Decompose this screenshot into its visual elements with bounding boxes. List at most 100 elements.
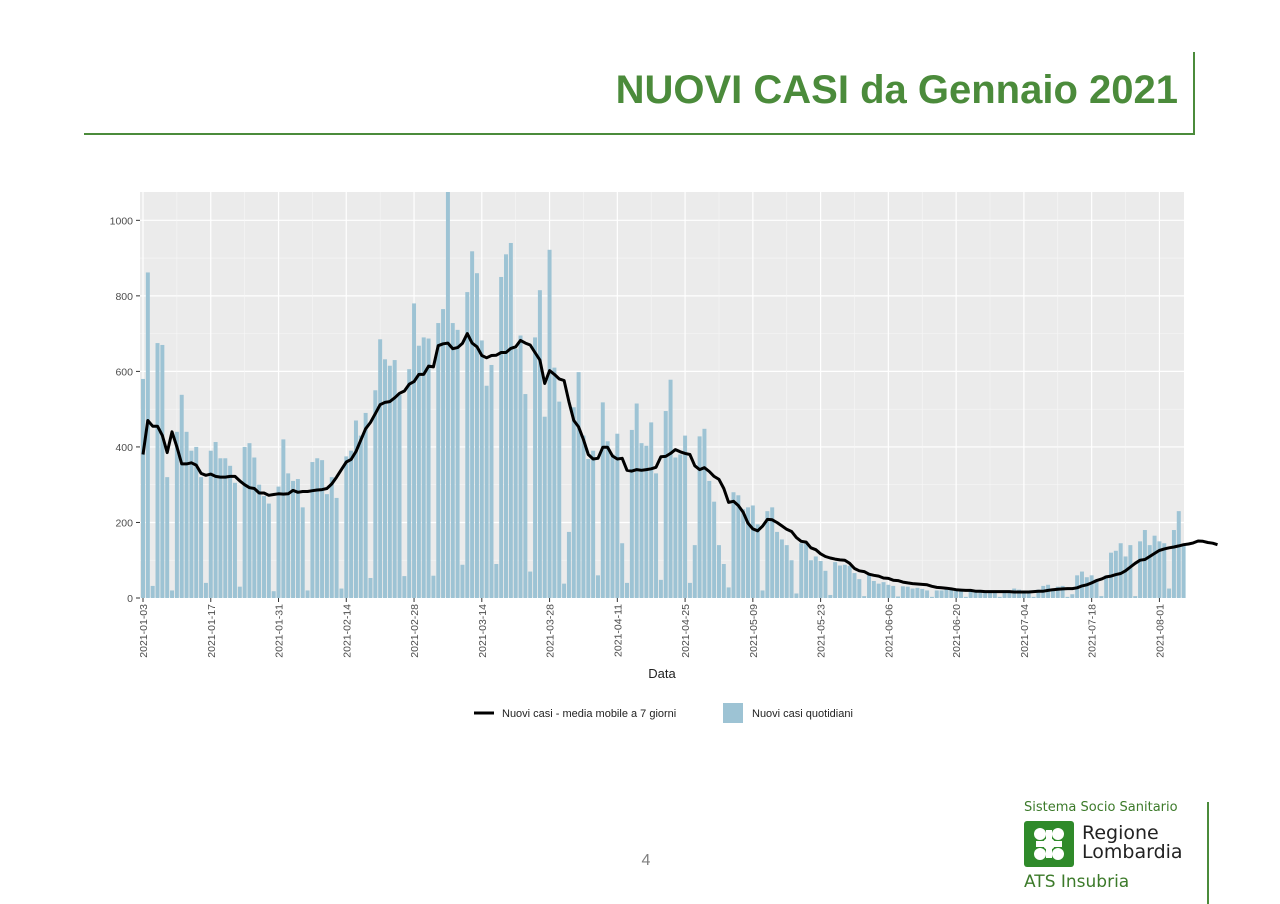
bar [770, 507, 775, 598]
bar [958, 591, 963, 598]
bar [174, 431, 179, 598]
x-tick-label: 2021-01-17 [206, 604, 218, 658]
bar [252, 457, 257, 598]
bar [150, 585, 155, 598]
bar [1118, 543, 1123, 598]
bar [1167, 588, 1172, 598]
bar [223, 458, 228, 598]
bar [896, 596, 901, 598]
bar [813, 556, 818, 598]
bar [765, 511, 770, 598]
bar [663, 411, 668, 598]
bar [600, 402, 605, 598]
bar [262, 496, 266, 598]
bar [436, 323, 441, 598]
bar [194, 446, 199, 598]
bar [658, 579, 663, 598]
bar [339, 588, 344, 598]
bar [929, 596, 934, 598]
bar [518, 335, 523, 598]
bar [1171, 530, 1176, 598]
bar [1162, 543, 1167, 598]
bar [1176, 511, 1181, 598]
bar [237, 586, 242, 598]
bar [837, 565, 842, 598]
bar [692, 545, 697, 598]
title-side-rule [1193, 52, 1195, 135]
bar [808, 560, 813, 598]
bar [407, 369, 412, 598]
bar [794, 593, 799, 598]
logo-region-line1: Regione [1082, 822, 1159, 844]
bar [1050, 590, 1055, 598]
bar [789, 560, 794, 598]
bar [915, 587, 920, 598]
bar [847, 565, 852, 598]
bar [363, 412, 368, 598]
bar [900, 586, 905, 598]
bar [470, 251, 475, 599]
bar [746, 507, 750, 598]
bar [1099, 596, 1104, 598]
bar [291, 480, 296, 598]
bar [978, 590, 983, 598]
logo-region-name: Regione Lombardia [1082, 824, 1183, 862]
bar [523, 394, 528, 598]
bar [576, 372, 581, 598]
logo-region-line2: Lombardia [1082, 841, 1183, 863]
bar [1104, 575, 1109, 598]
bar [528, 571, 533, 598]
lombardia-rose-icon [1024, 821, 1074, 867]
bar [881, 582, 886, 598]
bar [257, 484, 262, 598]
bar [392, 360, 397, 598]
bar [886, 584, 891, 598]
y-tick-label: 1000 [110, 215, 134, 227]
bar [702, 428, 707, 598]
bar [232, 482, 237, 598]
bar [494, 564, 499, 598]
bar [533, 337, 538, 598]
bar [620, 543, 625, 598]
bar [726, 587, 731, 598]
x-tick-label: 2021-02-14 [341, 604, 353, 658]
bar [944, 587, 949, 598]
bar [683, 435, 688, 598]
bar [474, 273, 479, 598]
bar [445, 192, 450, 598]
bar [1128, 545, 1133, 598]
bar [281, 439, 286, 598]
bar [804, 541, 809, 598]
x-tick-label: 2021-04-25 [680, 604, 692, 658]
bar [1065, 596, 1070, 598]
bar [871, 581, 876, 598]
bar [383, 359, 387, 598]
x-tick-label: 2021-02-28 [409, 604, 421, 658]
bar [1070, 594, 1075, 598]
bar [673, 457, 678, 598]
bar [1084, 577, 1089, 598]
x-tick-label: 2021-03-28 [545, 604, 557, 658]
x-tick-label: 2021-07-18 [1087, 604, 1099, 658]
bar [450, 323, 455, 598]
bar [1152, 535, 1157, 598]
bar [179, 394, 184, 598]
bar [1060, 585, 1065, 598]
bar [712, 501, 717, 598]
bar [170, 590, 175, 598]
bar [741, 509, 746, 598]
bar [644, 445, 649, 598]
bar [397, 394, 402, 598]
bar [925, 590, 930, 598]
bar [358, 435, 363, 598]
bar [678, 454, 683, 598]
bar [954, 590, 959, 598]
x-tick-label: 2021-05-09 [748, 604, 760, 658]
bar [266, 503, 271, 598]
bar [779, 539, 784, 598]
bar [823, 570, 828, 598]
bar [610, 454, 615, 598]
moving-average-line [141, 332, 1218, 594]
bar [300, 507, 305, 598]
bar [271, 591, 276, 598]
